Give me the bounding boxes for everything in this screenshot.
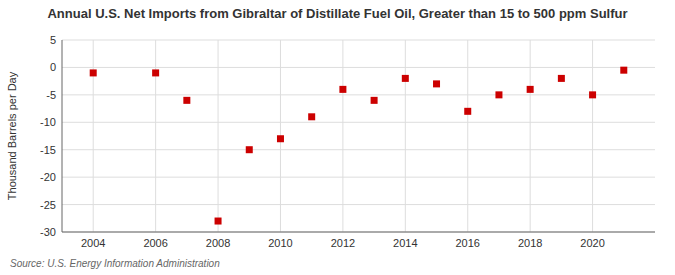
x-grid-line [467,40,468,232]
x-tick-label: 2020 [580,237,604,249]
y-axis-line [62,40,63,232]
y-grid-line [62,177,655,178]
x-tick-label: 2004 [81,237,105,249]
point [558,75,565,82]
x-tick-label: 2014 [393,237,417,249]
point [371,97,378,104]
point [464,108,471,115]
point [339,86,346,93]
y-grid-line [62,122,655,123]
x-tick-label: 2008 [206,237,230,249]
chart-svg: Annual U.S. Net Imports from Gibraltar o… [0,0,675,275]
x-grid-line [218,40,219,232]
x-grid-line [93,40,94,232]
point [183,97,190,104]
point [308,113,315,120]
x-tick-label: 2010 [268,237,292,249]
grid [62,40,655,232]
y-tick-label: -30 [40,226,56,238]
point [246,146,253,153]
point [589,91,596,98]
x-grid-line [342,40,343,232]
y-grid-line [62,40,655,41]
x-grid-line [405,40,406,232]
x-tick-label: 2012 [331,237,355,249]
x-axis-line [62,232,655,233]
y-grid-line [62,149,655,150]
chart-container: Annual U.S. Net Imports from Gibraltar o… [0,0,675,275]
y-tick-label: -10 [40,116,56,128]
chart-title: Annual U.S. Net Imports from Gibraltar o… [47,6,627,21]
x-tick-label: 2018 [518,237,542,249]
y-grid-line [62,204,655,205]
source-note: Source: U.S. Energy Information Administ… [10,258,220,269]
y-grid-line [62,232,655,233]
y-grid-line [62,67,655,68]
y-tick-label: -15 [40,144,56,156]
points [90,67,628,225]
point [152,69,159,76]
point [495,91,502,98]
y-grid-line [62,94,655,95]
x-grid-line [592,40,593,232]
point [433,80,440,87]
tick-labels: 5 0 -5 -10 -15 -20 -25 -30 2004 2006 2008 2010 2012 2… [40,34,605,249]
y-axis-label: Thousand Barrels per Day [6,71,18,200]
x-grid-line [155,40,156,232]
y-tick-label: -5 [46,89,56,101]
x-grid-line [530,40,531,232]
y-tick-label: -20 [40,171,56,183]
y-tick-label: -25 [40,199,56,211]
point [215,218,222,225]
point [527,86,534,93]
point [277,135,284,142]
point [402,75,409,82]
x-tick-label: 2016 [455,237,479,249]
y-tick-label: 0 [50,61,56,73]
x-tick-label: 2006 [143,237,167,249]
point [90,69,97,76]
point [620,67,627,74]
y-tick-label: 5 [50,34,56,46]
